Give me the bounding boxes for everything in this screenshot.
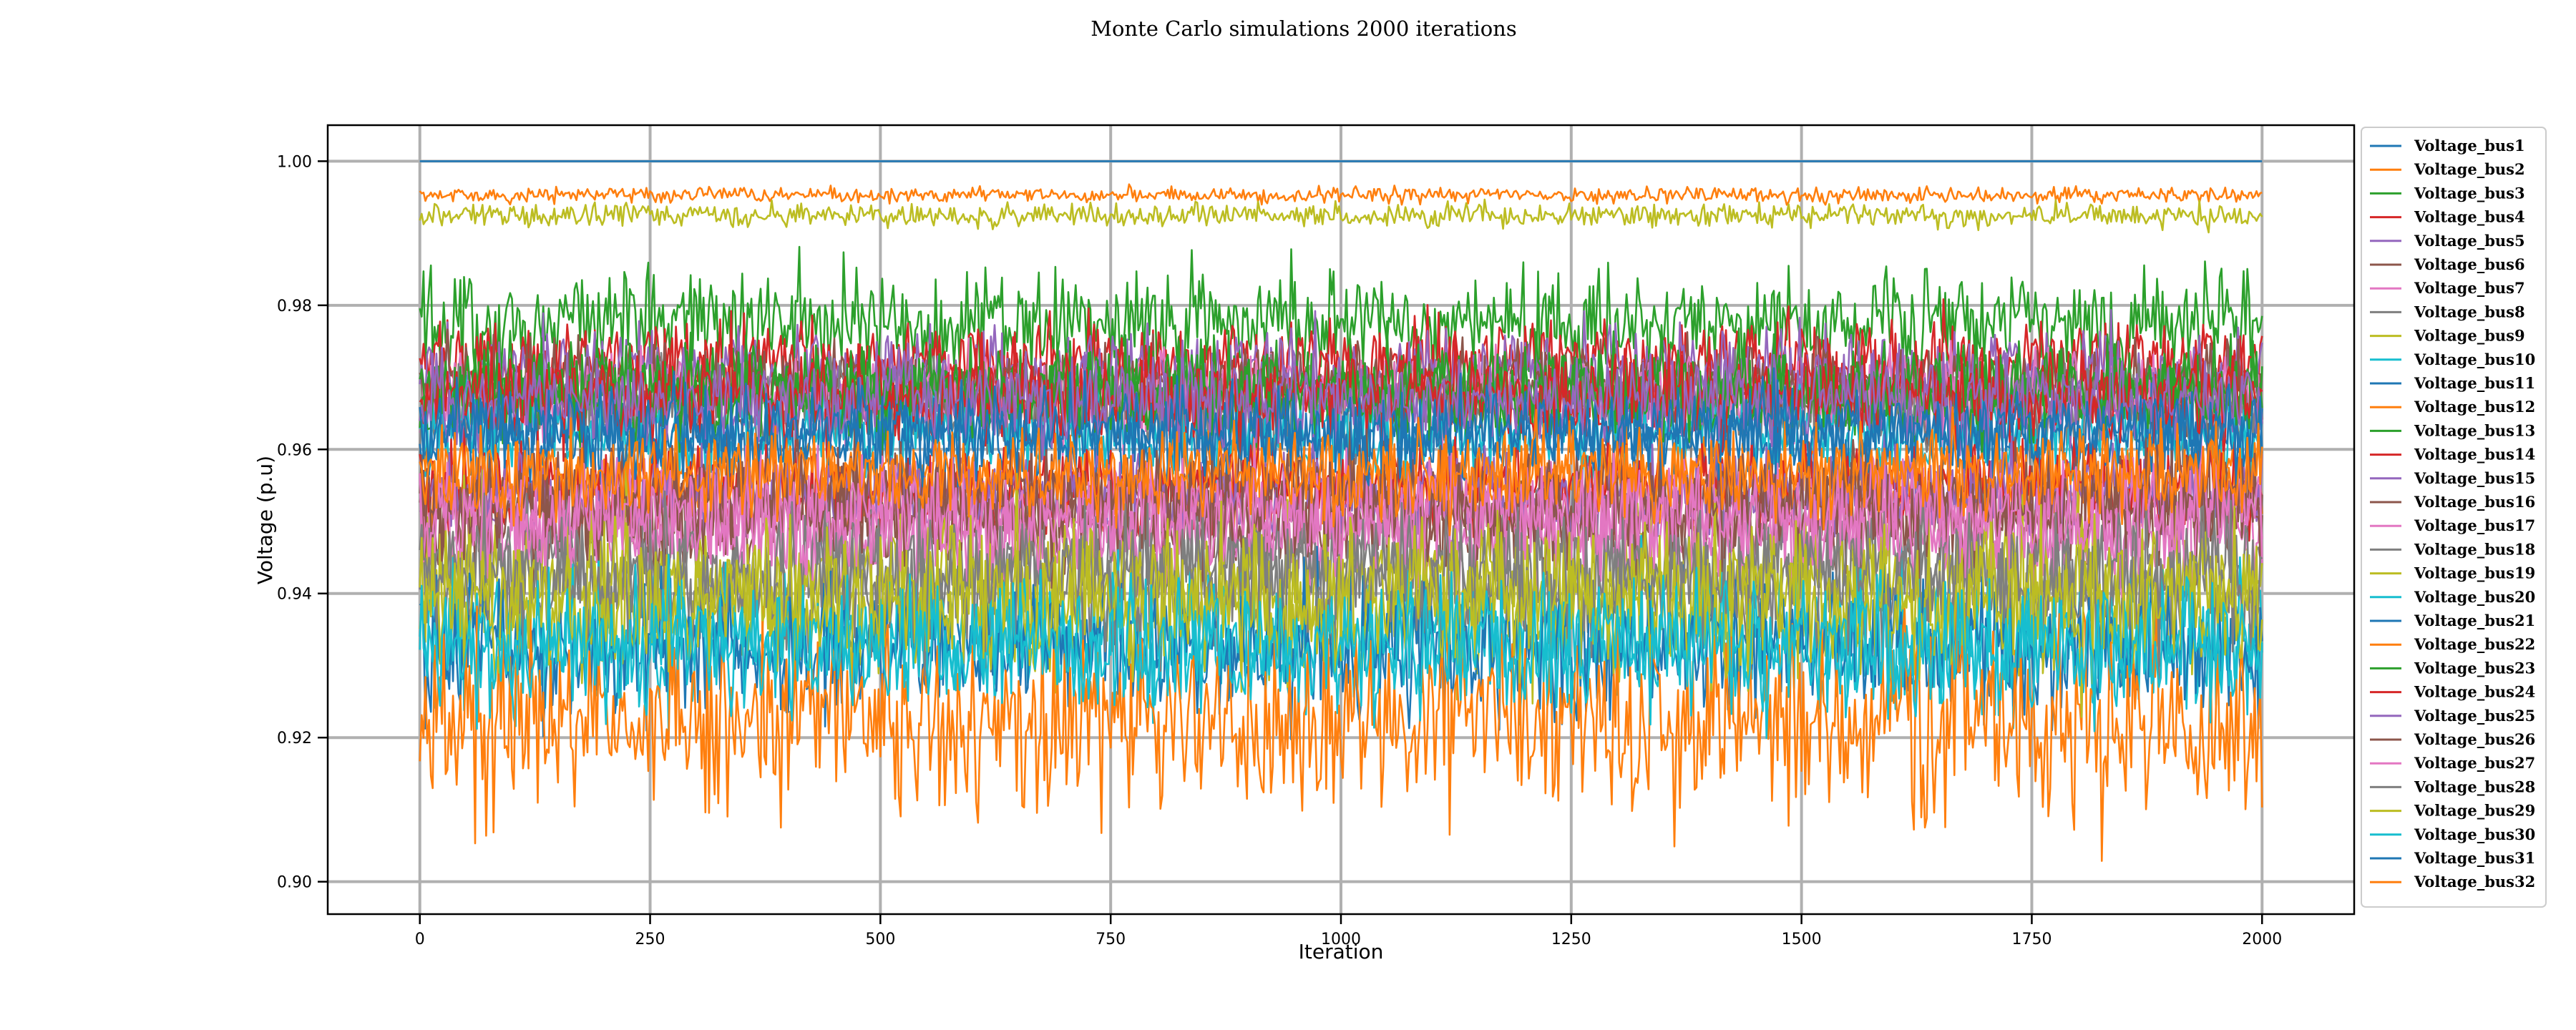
series-layer: [419, 160, 2263, 862]
x-tick-label: 1250: [1551, 931, 1591, 948]
legend-frame: [2361, 127, 2547, 908]
series-line-22: [419, 573, 2263, 862]
legend-label: Voltage_bus27: [2414, 754, 2535, 772]
legend-label: Voltage_bus16: [2414, 493, 2535, 511]
series-line-30: [419, 554, 2263, 740]
legend-label: Voltage_bus2: [2414, 160, 2525, 178]
legend-label: Voltage_bus30: [2414, 825, 2535, 843]
legend-label: Voltage_bus23: [2414, 659, 2535, 677]
legend-label: Voltage_bus4: [2414, 208, 2525, 226]
legend-label: Voltage_bus29: [2414, 802, 2535, 820]
legend-label: Voltage_bus24: [2414, 683, 2535, 701]
series-line-32: [419, 406, 2263, 536]
legend-label: Voltage_bus5: [2414, 232, 2525, 250]
legend-label: Voltage_bus21: [2414, 612, 2535, 629]
y-tick-label: 0.90: [277, 874, 312, 892]
legend: Voltage_bus1 Voltage_bus2 Voltage_bus3 Volt…: [2361, 127, 2547, 908]
legend-label: Voltage_bus19: [2414, 564, 2535, 582]
series-line-31: [419, 367, 2263, 488]
x-axis-label: Iteration: [1299, 940, 1384, 963]
series-line-3: [419, 245, 2263, 398]
y-tick-label: 0.98: [277, 298, 312, 315]
legend-label: Voltage_bus18: [2414, 540, 2535, 558]
y-tick-label: 1.00: [277, 153, 312, 171]
legend-label: Voltage_bus6: [2414, 255, 2525, 273]
legend-label: Voltage_bus3: [2414, 184, 2525, 202]
x-tick-label: 250: [635, 931, 665, 948]
legend-label: Voltage_bus13: [2414, 421, 2535, 439]
legend-label: Voltage_bus15: [2414, 469, 2535, 487]
chart-title: Monte Carlo simulations 2000 iterations: [1091, 16, 1516, 41]
legend-label: Voltage_bus9: [2414, 327, 2525, 345]
y-tick-label: 0.94: [277, 586, 312, 604]
y-tick-label: 0.92: [277, 730, 312, 747]
x-tick-label: 1000: [1321, 931, 1361, 948]
legend-label: Voltage_bus32: [2414, 873, 2535, 891]
y-axis: 0.90 0.92 0.94 0.96 0.98 1.00: [277, 153, 328, 892]
legend-label: Voltage_bus28: [2414, 778, 2535, 795]
legend-items: Voltage_bus1 Voltage_bus2 Voltage_bus3 Volt…: [2370, 137, 2535, 891]
x-axis: 0 250 500 750 1000 1250 1500 1750 2000: [415, 914, 2282, 948]
series-line-2: [419, 183, 2263, 206]
legend-label: Voltage_bus17: [2414, 516, 2535, 534]
legend-label: Voltage_bus14: [2414, 446, 2535, 464]
x-tick-label: 500: [865, 931, 895, 948]
x-tick-label: 0: [415, 931, 425, 948]
y-axis-label: Voltage (p.u): [253, 456, 277, 584]
legend-label: Voltage_bus10: [2414, 350, 2535, 368]
legend-label: Voltage_bus20: [2414, 588, 2535, 606]
legend-label: Voltage_bus22: [2414, 635, 2535, 653]
legend-label: Voltage_bus1: [2414, 137, 2525, 154]
legend-label: Voltage_bus26: [2414, 730, 2535, 748]
x-tick-label: 1750: [2011, 931, 2051, 948]
legend-label: Voltage_bus8: [2414, 303, 2525, 320]
series-line-29: [419, 453, 2263, 718]
x-tick-label: 2000: [2242, 931, 2282, 948]
legend-label: Voltage_bus11: [2414, 374, 2535, 392]
legend-label: Voltage_bus12: [2414, 398, 2535, 416]
legend-label: Voltage_bus25: [2414, 707, 2535, 725]
x-tick-label: 1500: [1782, 931, 1822, 948]
series-line-9: [419, 198, 2263, 234]
x-tick-label: 750: [1096, 931, 1126, 948]
legend-label: Voltage_bus31: [2414, 849, 2535, 867]
y-tick-label: 0.96: [277, 441, 312, 459]
legend-label: Voltage_bus7: [2414, 279, 2525, 297]
